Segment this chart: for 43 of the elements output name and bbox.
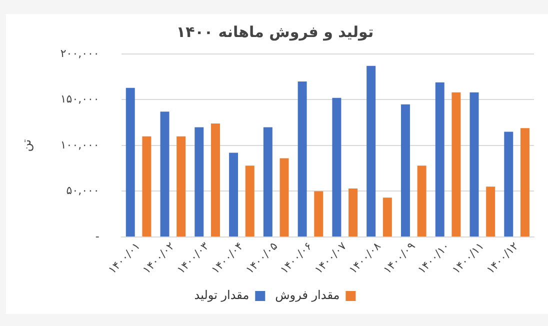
x-tick-label: ۱۴۰۰/۰۵ xyxy=(243,240,280,276)
bar xyxy=(520,128,530,236)
x-tick-label: ۱۴۰۰/۱۰ xyxy=(415,240,452,276)
bar xyxy=(382,198,392,236)
bar xyxy=(417,166,426,236)
x-tick-label: ۱۴۰۰/۰۹ xyxy=(380,240,418,276)
bar xyxy=(160,112,170,236)
bar xyxy=(435,82,444,236)
x-tick-label: ۱۴۰۰/۰۱ xyxy=(106,240,143,276)
bar xyxy=(229,152,238,236)
bar xyxy=(194,127,204,236)
x-tick-label: ۱۴۰۰/۰۲ xyxy=(140,240,178,276)
bar xyxy=(504,132,514,236)
bar xyxy=(142,136,152,236)
bar xyxy=(298,81,307,236)
bar xyxy=(314,191,324,236)
x-tick-label: ۱۴۰۰/۰۸ xyxy=(346,240,384,276)
bar xyxy=(486,186,496,236)
bar xyxy=(210,124,220,236)
y-tick-label: ۵۰,۰۰۰ xyxy=(66,184,100,198)
bar xyxy=(176,136,186,236)
y-tick-label: ۱۰۰,۰۰۰ xyxy=(60,138,100,152)
x-tick-label: ۱۴۰۰/۱۱ xyxy=(450,240,487,276)
legend-label: مقدار تولید xyxy=(194,288,250,302)
x-tick-label: ۱۴۰۰/۱۲ xyxy=(484,240,522,276)
bar xyxy=(470,92,479,236)
bar xyxy=(452,92,461,236)
bar xyxy=(348,188,358,236)
y-tick-label: - xyxy=(95,230,100,243)
bar xyxy=(126,88,135,236)
bar xyxy=(263,127,272,236)
y-tick-label: ۱۵۰,۰۰۰ xyxy=(60,92,100,106)
bar xyxy=(245,166,254,236)
legend-label: مقدار فروش xyxy=(275,288,340,302)
y-tick-label: ۲۰۰,۰۰۰ xyxy=(60,46,100,60)
bar xyxy=(366,66,376,236)
y-axis-title: تن xyxy=(19,139,34,152)
chart-title: تولید و فروش ماهانه ۱۴۰۰ xyxy=(176,22,374,41)
bar xyxy=(280,158,289,236)
bar xyxy=(332,98,342,236)
x-tick-label: ۱۴۰۰/۰۷ xyxy=(312,240,350,276)
x-tick-label: ۱۴۰۰/۰۶ xyxy=(278,240,315,276)
bar xyxy=(400,104,410,236)
